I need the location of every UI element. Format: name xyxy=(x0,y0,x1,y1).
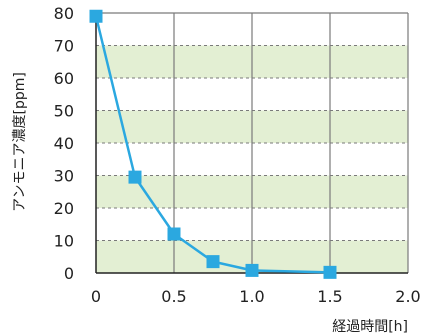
x-tick-label: 0 xyxy=(91,287,101,306)
data-point xyxy=(167,227,181,241)
y-tick-label: 20 xyxy=(54,199,74,218)
data-point xyxy=(206,255,220,269)
y-tick-label: 50 xyxy=(54,102,74,121)
y-tick-label: 30 xyxy=(54,167,74,186)
data-point xyxy=(128,170,142,184)
y-tick-label: 10 xyxy=(54,232,74,251)
series-line xyxy=(94,15,331,274)
y-tick-label: 70 xyxy=(54,37,74,56)
x-tick-label: 1.5 xyxy=(317,287,342,306)
y-tick-label: 60 xyxy=(54,69,74,88)
x-axis-label: 経過時間[h] xyxy=(332,319,408,335)
data-point xyxy=(89,9,103,23)
x-tick-label: 2.0 xyxy=(395,287,420,306)
y-axis-label: アンモニア濃度[ppm] xyxy=(12,72,28,212)
x-tick-labels: 0 0.5 1.0 1.5 2.0 xyxy=(91,287,421,306)
x-tick-label: 1.0 xyxy=(239,287,264,306)
data-point xyxy=(323,265,337,279)
x-tick-label: 0.5 xyxy=(161,287,186,306)
y-tick-labels: 0 10 20 30 40 50 60 70 80 xyxy=(54,4,74,283)
y-tick-label: 40 xyxy=(54,134,74,153)
y-tick-label: 0 xyxy=(64,264,74,283)
y-tick-label: 80 xyxy=(54,4,74,23)
series-group xyxy=(89,9,337,279)
data-point xyxy=(245,263,259,277)
